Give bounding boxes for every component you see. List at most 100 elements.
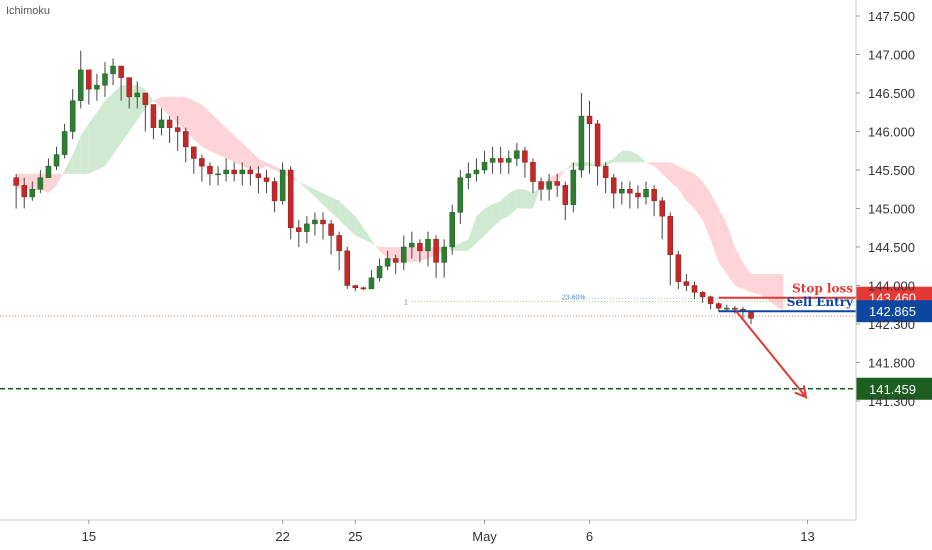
kumo-segment: [565, 162, 574, 170]
kumo-segment: [686, 170, 695, 209]
candle-down: [142, 92, 149, 105]
candle-down: [207, 165, 213, 175]
candle-down: [594, 123, 601, 167]
candle-down: [683, 281, 690, 286]
candle-up: [53, 154, 60, 167]
candle-up: [304, 223, 310, 232]
candle-down: [707, 296, 714, 304]
fib-left-label: 1: [404, 299, 408, 306]
candle-up: [481, 162, 488, 171]
level-name: Sell Entry: [787, 295, 854, 309]
candle-down: [86, 69, 92, 90]
kumo-segment: [670, 162, 679, 190]
candle-down: [627, 189, 633, 194]
indicator-label: Ichimoku: [6, 5, 51, 17]
candle-up: [473, 169, 480, 175]
kumo-segment: [218, 119, 227, 159]
kumo-segment: [775, 273, 784, 311]
candle-up: [69, 100, 76, 132]
kumo-segment: [702, 181, 711, 240]
candle-down: [732, 307, 738, 310]
kumo-segment: [153, 96, 162, 109]
candle-down: [328, 223, 334, 236]
candlestick-series: [13, 50, 754, 324]
candle-up: [223, 169, 229, 175]
candle-down: [602, 165, 609, 178]
candle-up: [724, 307, 730, 310]
kumo-segment: [104, 93, 114, 167]
candle-up: [312, 219, 318, 225]
kumo-segment: [759, 273, 768, 300]
candle-down: [126, 77, 132, 98]
candle-up: [368, 277, 375, 290]
kumo-segment: [508, 189, 517, 217]
kumo-segment: [637, 154, 647, 163]
kumo-segment: [444, 247, 453, 251]
x-tick-label: May: [472, 529, 497, 544]
y-tick-label: 145.000: [868, 202, 915, 217]
kumo-segment: [379, 247, 388, 259]
kumo-segment: [234, 135, 243, 167]
candle-down: [635, 192, 641, 198]
candle-down: [530, 162, 536, 182]
kumo-segment: [621, 150, 630, 163]
kumo-segment: [532, 185, 542, 209]
level-name: Stop loss: [792, 282, 853, 296]
kumo-segment: [476, 208, 485, 244]
y-tick-label: 144.500: [868, 240, 915, 255]
kumo-segment: [226, 127, 235, 163]
kumo-segment: [662, 162, 671, 182]
candle-down: [191, 146, 197, 159]
y-tick-label: 147.500: [868, 9, 915, 24]
candle-up: [457, 177, 464, 213]
candle-down: [271, 181, 278, 202]
level-price-label: 142.865: [869, 304, 916, 319]
kumo-segment: [629, 150, 638, 163]
candle-down: [150, 104, 157, 128]
candle-down: [699, 292, 706, 298]
candle-down: [562, 185, 569, 205]
candle-down: [247, 169, 254, 175]
kumo-segment: [734, 247, 743, 289]
candle-up: [215, 173, 221, 176]
y-tick-label: 144.000: [868, 279, 915, 294]
kumo-segment: [80, 123, 89, 174]
candle-down: [675, 254, 682, 282]
candle-down: [231, 169, 237, 175]
kumo-segment: [516, 189, 525, 209]
candle-down: [344, 250, 350, 286]
candle-down: [522, 150, 528, 163]
y-tick-label: 146.000: [868, 125, 915, 140]
target-arrow-line: [735, 310, 807, 398]
kumo-segment: [314, 189, 324, 205]
candle-down: [13, 177, 19, 186]
kumo-segment: [654, 162, 663, 174]
kumo-segment: [605, 158, 614, 167]
candle-down: [182, 131, 189, 148]
candle-down: [651, 189, 657, 202]
kumo-segment: [339, 200, 348, 228]
kumo-segment: [355, 216, 364, 240]
kumo-segment: [72, 135, 81, 174]
candle-down: [174, 127, 181, 132]
x-tick-label: 15: [82, 529, 96, 544]
kumo-segment: [347, 208, 356, 236]
candle-down: [538, 181, 544, 190]
candle-up: [29, 189, 36, 198]
kumo-segment: [371, 239, 380, 251]
level-price-label: 141.459: [869, 382, 916, 397]
candle-down: [715, 303, 722, 309]
kumo-segment: [177, 96, 186, 132]
kumo-segment: [121, 85, 130, 144]
x-tick-label: 13: [800, 529, 814, 544]
kumo-segment: [113, 85, 122, 155]
ichimoku-cloud: [16, 85, 784, 311]
kumo-segment: [185, 96, 194, 140]
candle-up: [578, 115, 585, 171]
candle-down: [392, 258, 399, 263]
kumo-segment: [492, 200, 501, 228]
kumo-segment: [323, 193, 332, 213]
candle-down: [497, 158, 504, 163]
